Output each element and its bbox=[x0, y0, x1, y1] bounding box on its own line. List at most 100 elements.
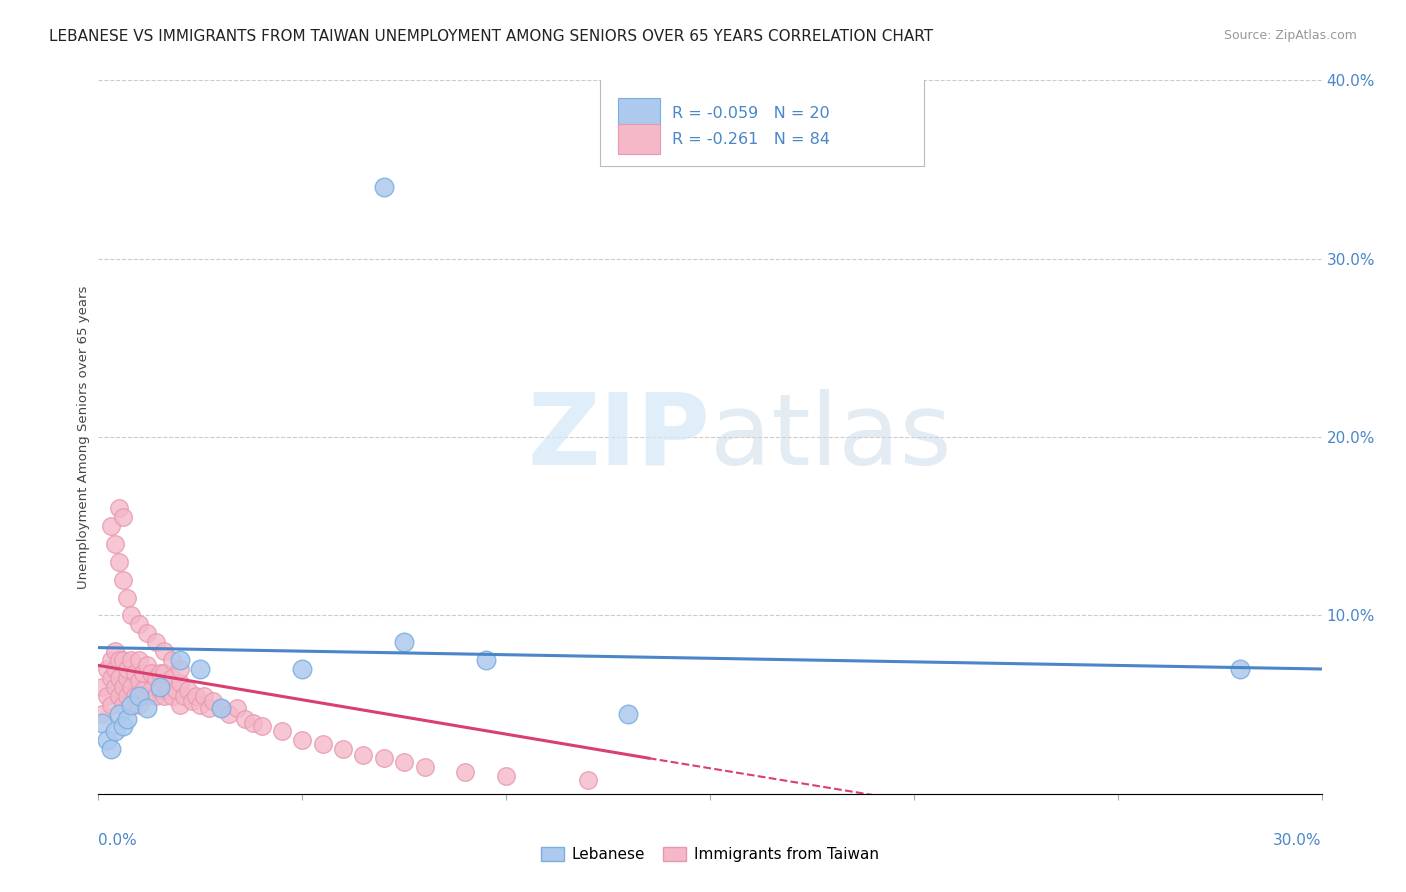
Point bbox=[149, 680, 172, 694]
Point bbox=[149, 683, 172, 698]
Point bbox=[169, 698, 191, 712]
Point bbox=[141, 683, 163, 698]
Point bbox=[474, 653, 498, 667]
Point bbox=[96, 733, 118, 747]
Point bbox=[165, 683, 187, 698]
Point bbox=[96, 662, 118, 676]
Text: ZIP: ZIP bbox=[527, 389, 710, 485]
Point bbox=[270, 724, 294, 739]
Point bbox=[111, 510, 134, 524]
Text: Source: ZipAtlas.com: Source: ZipAtlas.com bbox=[1223, 29, 1357, 42]
Point bbox=[100, 671, 122, 685]
Point bbox=[136, 701, 159, 715]
Point bbox=[141, 665, 163, 680]
Point bbox=[188, 662, 212, 676]
Text: 30.0%: 30.0% bbox=[1274, 833, 1322, 848]
Point bbox=[218, 706, 240, 721]
Point bbox=[111, 698, 134, 712]
Text: LEBANESE VS IMMIGRANTS FROM TAIWAN UNEMPLOYMENT AMONG SENIORS OVER 65 YEARS CORR: LEBANESE VS IMMIGRANTS FROM TAIWAN UNEMP… bbox=[49, 29, 934, 44]
Point bbox=[152, 689, 174, 703]
Point bbox=[576, 772, 599, 787]
Point bbox=[152, 644, 174, 658]
Point bbox=[226, 701, 249, 715]
Point bbox=[152, 665, 174, 680]
Point bbox=[124, 665, 146, 680]
Point bbox=[291, 662, 314, 676]
Point bbox=[352, 747, 374, 762]
Point bbox=[108, 689, 131, 703]
Point bbox=[115, 689, 138, 703]
Point bbox=[145, 689, 167, 703]
Point bbox=[242, 715, 264, 730]
Point bbox=[120, 698, 142, 712]
Point bbox=[209, 701, 232, 715]
Point bbox=[373, 180, 395, 194]
Point bbox=[91, 715, 114, 730]
Point bbox=[108, 706, 131, 721]
Point bbox=[169, 662, 191, 676]
Point bbox=[332, 742, 354, 756]
Point bbox=[128, 698, 150, 712]
Point bbox=[233, 712, 256, 726]
Point bbox=[373, 751, 395, 765]
Point bbox=[188, 698, 212, 712]
Point bbox=[111, 653, 134, 667]
Point bbox=[120, 698, 142, 712]
Point bbox=[413, 760, 436, 774]
Point bbox=[111, 680, 134, 694]
Point bbox=[108, 555, 131, 569]
Point bbox=[181, 694, 204, 708]
Point bbox=[617, 706, 640, 721]
Legend: Lebanese, Immigrants from Taiwan: Lebanese, Immigrants from Taiwan bbox=[534, 841, 886, 868]
Point bbox=[108, 653, 131, 667]
Point bbox=[392, 635, 416, 649]
Text: R = -0.059   N = 20: R = -0.059 N = 20 bbox=[672, 105, 830, 120]
Point bbox=[1229, 662, 1251, 676]
Point bbox=[104, 680, 127, 694]
Point bbox=[149, 665, 172, 680]
Point bbox=[136, 626, 159, 640]
Y-axis label: Unemployment Among Seniors over 65 years: Unemployment Among Seniors over 65 years bbox=[77, 285, 90, 589]
Point bbox=[115, 662, 138, 676]
Point bbox=[115, 712, 138, 726]
Point bbox=[160, 671, 183, 685]
FancyBboxPatch shape bbox=[619, 124, 659, 154]
Point bbox=[91, 706, 114, 721]
Point bbox=[100, 742, 122, 756]
Point bbox=[108, 671, 131, 685]
Point bbox=[104, 644, 127, 658]
Point bbox=[91, 680, 114, 694]
Text: 0.0%: 0.0% bbox=[98, 833, 138, 848]
Point bbox=[312, 737, 335, 751]
Point bbox=[128, 617, 150, 632]
Point bbox=[186, 689, 208, 703]
Point bbox=[169, 676, 191, 690]
Point bbox=[177, 683, 200, 698]
Point bbox=[197, 701, 219, 715]
Point bbox=[108, 501, 131, 516]
Point bbox=[132, 665, 155, 680]
Point bbox=[96, 689, 118, 703]
Point bbox=[104, 724, 127, 739]
Point bbox=[100, 519, 122, 533]
Point bbox=[104, 537, 127, 551]
Point bbox=[145, 635, 167, 649]
Point bbox=[160, 653, 183, 667]
Point bbox=[120, 680, 142, 694]
Text: atlas: atlas bbox=[710, 389, 952, 485]
Point bbox=[201, 694, 224, 708]
Point bbox=[169, 653, 191, 667]
Point bbox=[392, 755, 416, 769]
Text: R = -0.261   N = 84: R = -0.261 N = 84 bbox=[672, 132, 830, 147]
Point bbox=[100, 653, 122, 667]
Point bbox=[250, 719, 273, 733]
Point bbox=[128, 674, 150, 689]
Point bbox=[120, 653, 142, 667]
Point bbox=[115, 671, 138, 685]
Point bbox=[454, 765, 477, 780]
Point bbox=[128, 653, 150, 667]
Point bbox=[100, 698, 122, 712]
Point bbox=[128, 689, 150, 703]
Point bbox=[136, 689, 159, 703]
Point bbox=[124, 689, 146, 703]
